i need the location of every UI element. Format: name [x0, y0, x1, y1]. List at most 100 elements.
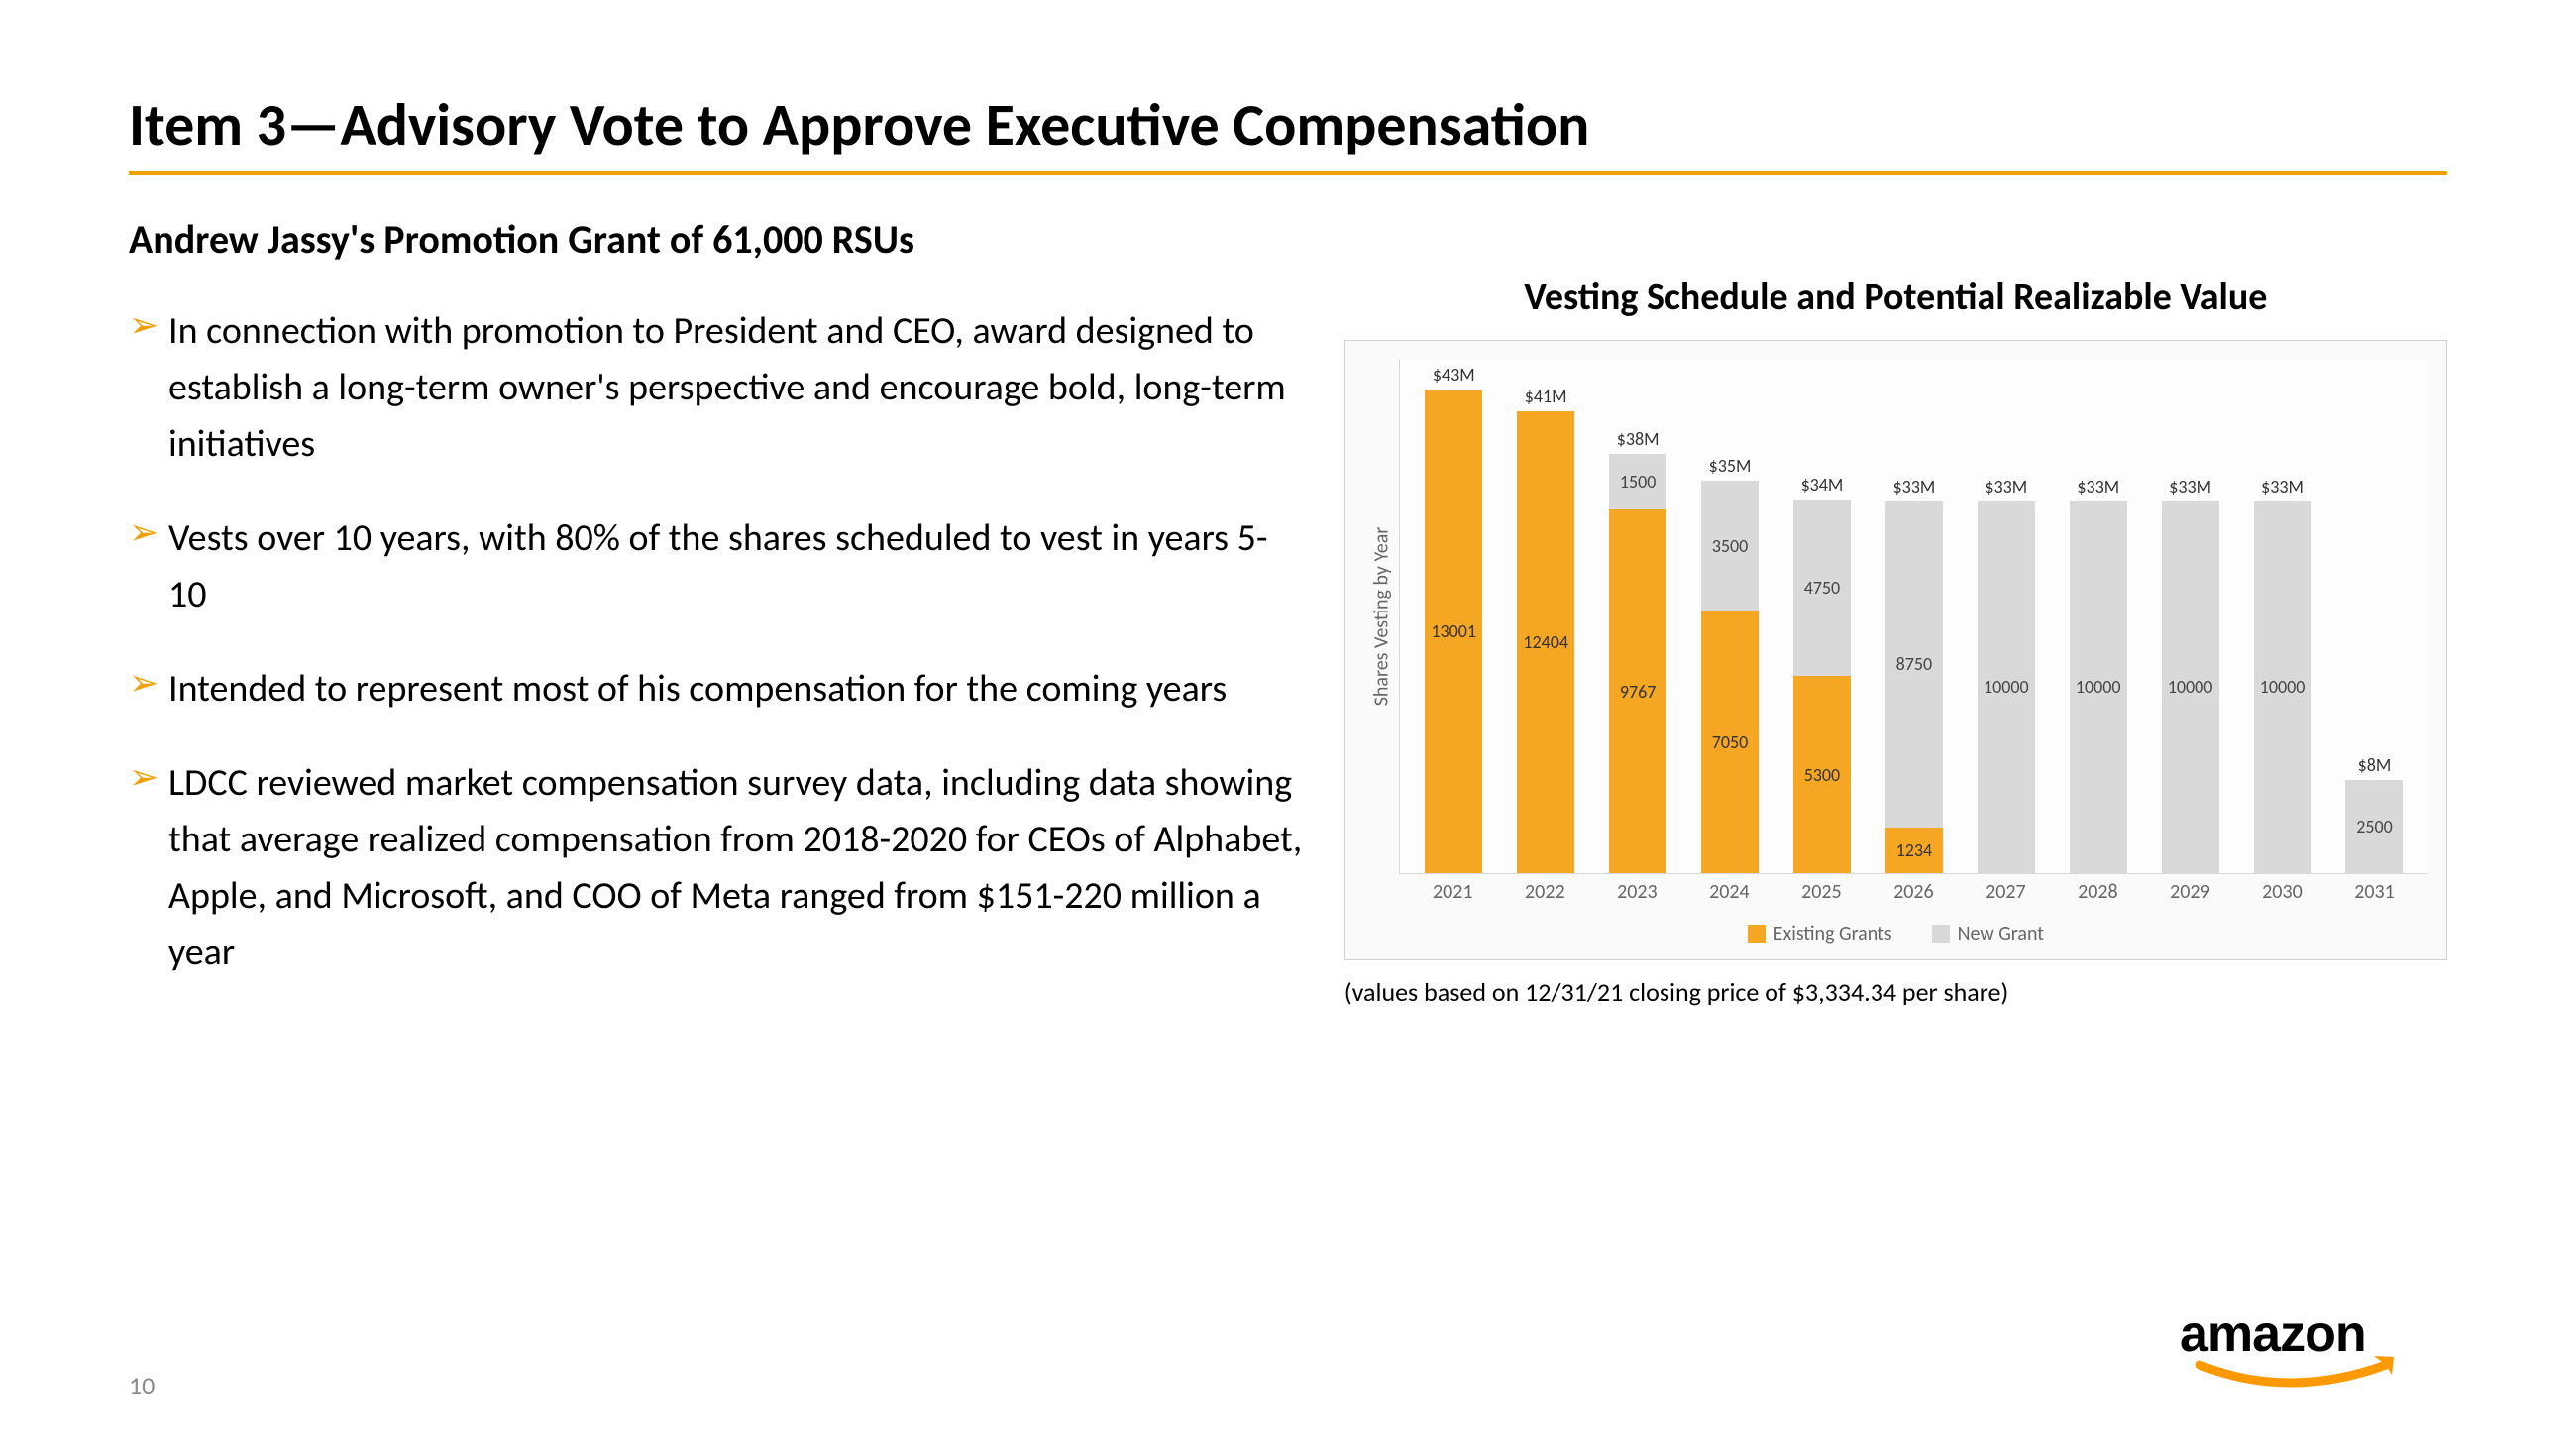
- bar-top-label: $38M: [1617, 428, 1660, 450]
- bar-stack: 12404: [1517, 411, 1574, 873]
- x-tick-label: 2030: [2236, 880, 2328, 904]
- left-column: Andrew Jassy's Promotion Grant of 61,000…: [129, 215, 1335, 1019]
- bar-top-label: $33M: [2169, 476, 2211, 498]
- bar-stack: 2500: [2345, 780, 2403, 873]
- bar-segment-new-grant: 4750: [1793, 500, 1851, 676]
- x-tick-label: 2021: [1407, 880, 1499, 904]
- bar-segment-new-grant: 1500: [1609, 454, 1666, 509]
- bar-stack: 10000: [1978, 501, 2035, 873]
- legend-existing: Existing Grants: [1748, 922, 1892, 946]
- bar-value-existing: 7050: [1712, 731, 1749, 753]
- bar-slot: $33M 10000: [2052, 359, 2144, 873]
- bar-value-new: 3500: [1712, 535, 1749, 557]
- bar-value-existing: 12404: [1523, 631, 1568, 653]
- bar-top-label: $33M: [2261, 476, 2304, 498]
- chevron-right-icon: ➢: [129, 661, 168, 705]
- bullet-list: ➢In connection with promotion to Preside…: [129, 303, 1305, 981]
- title-underline: [129, 171, 2447, 175]
- page-number: 10: [129, 1370, 155, 1401]
- chart-legend: Existing Grants New Grant: [1363, 922, 2428, 946]
- bullet-item: ➢LDCC reviewed market compensation surve…: [129, 755, 1305, 981]
- bar-segment-existing: 7050: [1701, 611, 1759, 873]
- x-tick-label: 2024: [1683, 880, 1775, 904]
- bar-segment-new-grant: 10000: [2162, 501, 2219, 873]
- bar-slot: $43M13001: [1408, 359, 1500, 873]
- amazon-smile-icon: [2200, 1365, 2386, 1383]
- bar-top-label: $35M: [1709, 455, 1752, 477]
- bar-value-existing: 13001: [1431, 620, 1476, 642]
- bar-top-label: $33M: [1985, 476, 2027, 498]
- bar-slot: $33M 10000: [2144, 359, 2236, 873]
- y-axis-label-cell: Shares Vesting by Year: [1363, 359, 1399, 874]
- slide-title: Item 3—Advisory Vote to Approve Executiv…: [129, 89, 2447, 162]
- x-tick-label: 2027: [1960, 880, 2052, 904]
- x-tick-label: 2031: [2328, 880, 2420, 904]
- bar-segment-existing: 1234: [1885, 828, 1943, 873]
- bullet-text: In connection with promotion to Presiden…: [168, 303, 1305, 473]
- bar-slot: $38M 1500 9767: [1592, 359, 1684, 873]
- bar-slot: $33M 10000: [1960, 359, 2052, 873]
- bar-top-label: $34M: [1801, 474, 1844, 496]
- bullet-text: Intended to represent most of his compen…: [168, 661, 1227, 718]
- bar-stack: 3500 7050: [1701, 481, 1759, 873]
- bar-stack: 13001: [1425, 390, 1482, 873]
- bar-slot: $34M 4750 5300: [1775, 359, 1868, 873]
- legend-swatch-existing: [1748, 925, 1766, 943]
- bar-value-new: 10000: [2076, 676, 2121, 698]
- chart-container: Shares Vesting by Year $43M13001 $41M 1240…: [1344, 340, 2447, 960]
- bar-value-existing: 1234: [1896, 839, 1933, 861]
- bullet-item: ➢Intended to represent most of his compe…: [129, 661, 1305, 718]
- bar-slot: $41M 12404: [1500, 359, 1592, 873]
- chart-footnote: (values based on 12/31/21 closing price …: [1344, 976, 2447, 1008]
- amazon-logo-text: amazon: [2180, 1305, 2366, 1363]
- subtitle: Andrew Jassy's Promotion Grant of 61,000…: [129, 215, 1305, 264]
- bullet-item: ➢Vests over 10 years, with 80% of the sh…: [129, 510, 1305, 623]
- legend-new: New Grant: [1932, 922, 2044, 946]
- bar-segment-new-grant: 8750: [1885, 501, 1943, 827]
- x-tick-label: 2022: [1499, 880, 1591, 904]
- bar-stack: 4750 5300: [1793, 500, 1851, 873]
- x-tick-label: 2023: [1591, 880, 1683, 904]
- bar-value-new: 10000: [2168, 676, 2213, 698]
- plot-row: Shares Vesting by Year $43M13001 $41M 1240…: [1363, 359, 2428, 874]
- amazon-logo: amazon: [2180, 1303, 2437, 1397]
- right-column: Vesting Schedule and Potential Realizabl…: [1335, 215, 2447, 1019]
- bar-segment-new-grant: 10000: [2254, 501, 2311, 873]
- bar-value-existing: 5300: [1804, 764, 1841, 786]
- bar-value-new: 10000: [2260, 676, 2306, 698]
- legend-swatch-new: [1932, 925, 1950, 943]
- bar-segment-new-grant: 10000: [1978, 501, 2035, 873]
- slide: Item 3—Advisory Vote to Approve Executiv…: [0, 0, 2576, 1447]
- bar-slot: $33M 10000: [2236, 359, 2328, 873]
- chevron-right-icon: ➢: [129, 303, 168, 347]
- x-tick-label: 2025: [1775, 880, 1868, 904]
- bar-stack: 10000: [2070, 501, 2127, 873]
- x-axis: 2021202220232024202520262027202820292030…: [1399, 874, 2428, 904]
- bar-value-new: 8750: [1896, 653, 1933, 675]
- bar-value-new: 1500: [1620, 471, 1657, 493]
- x-axis-spacer: [1363, 874, 1399, 904]
- bar-slot: $33M87501234: [1868, 359, 1960, 873]
- x-tick-label: 2026: [1868, 880, 1960, 904]
- bar-value-new: 4750: [1804, 577, 1841, 599]
- bar-value-new: 10000: [1984, 676, 2029, 698]
- content-columns: Andrew Jassy's Promotion Grant of 61,000…: [129, 215, 2447, 1019]
- bar-segment-existing: 5300: [1793, 676, 1851, 873]
- x-tick-label: 2028: [2052, 880, 2144, 904]
- bar-stack: 1500 9767: [1609, 454, 1666, 873]
- bar-top-label: $8M: [2358, 754, 2392, 776]
- chart-title: Vesting Schedule and Potential Realizabl…: [1344, 275, 2447, 320]
- bar-segment-new-grant: 10000: [2070, 501, 2127, 873]
- x-axis-row: 2021202220232024202520262027202820292030…: [1363, 874, 2428, 904]
- bar-stack: 10000: [2162, 501, 2219, 873]
- bullet-text: LDCC reviewed market compensation survey…: [168, 755, 1305, 981]
- bar-stack: 8750 1234: [1885, 501, 1943, 873]
- bar-top-label: $33M: [2077, 476, 2119, 498]
- bar-value-existing: 9767: [1620, 681, 1657, 703]
- chevron-right-icon: ➢: [129, 510, 168, 554]
- bar-segment-existing: 13001: [1425, 390, 1482, 873]
- bar-stack: 10000: [2254, 501, 2311, 873]
- bar-segment-new-grant: 3500: [1701, 481, 1759, 611]
- bar-top-label: $41M: [1525, 386, 1567, 407]
- bar-segment-existing: 9767: [1609, 509, 1666, 873]
